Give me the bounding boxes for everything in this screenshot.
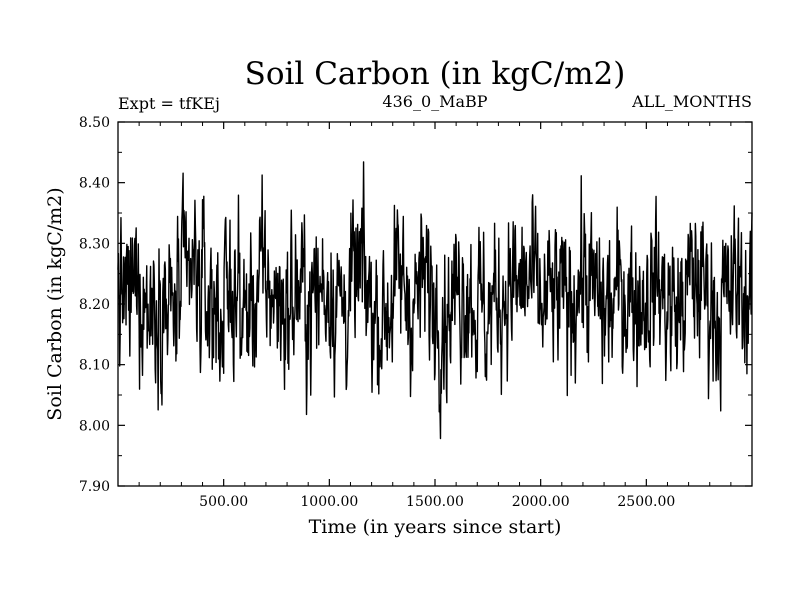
x-tick-label: 2000.00	[512, 494, 570, 510]
series-line-0	[117, 161, 753, 440]
y-tick-label: 8.40	[79, 176, 110, 192]
y-tick-label: 8.30	[79, 236, 110, 252]
x-tick-label: 500.00	[199, 494, 248, 510]
x-tick-label: 2500.00	[617, 494, 675, 510]
x-tick-label: 1000.00	[300, 494, 358, 510]
x-axis-label: Time (in years since start)	[309, 516, 562, 538]
period-label: 436_0_MaBP	[382, 92, 487, 111]
y-axis-label: Soil Carbon (in kgC/m2)	[44, 187, 66, 420]
series-layer	[117, 161, 753, 440]
y-tick-label: 8.10	[79, 358, 110, 374]
chart-title: Soil Carbon (in kgC/m2)	[245, 56, 626, 92]
y-tick-label: 8.00	[79, 418, 110, 434]
y-tick-label: 7.90	[79, 479, 110, 495]
y-tick-label: 8.50	[79, 115, 110, 131]
x-tick-label: 1500.00	[406, 494, 464, 510]
plot-frame	[117, 121, 753, 487]
y-tick-label: 8.20	[79, 297, 110, 313]
axis-layer: 7.90 8.00 8.10 8.20 8.30 8.40 8.50 500.00 1000.0…	[79, 115, 752, 510]
experiment-label: Expt = tfKEj	[118, 94, 220, 113]
months-label: ALL_MONTHS	[631, 92, 752, 111]
